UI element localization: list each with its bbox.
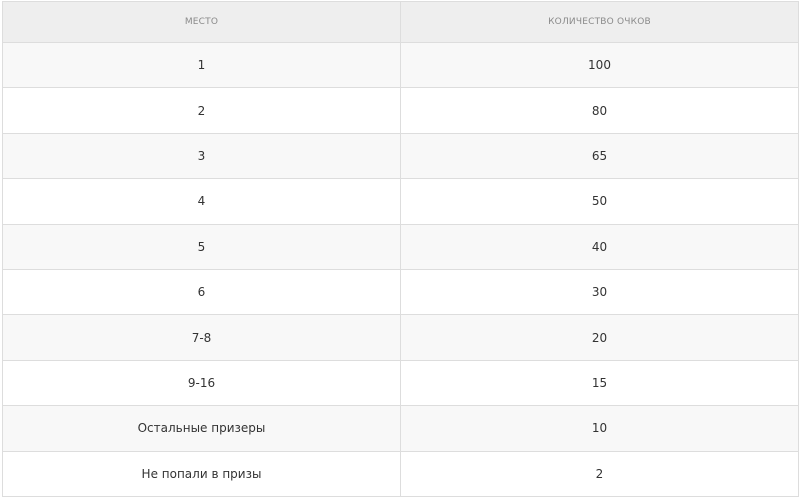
place-cell: 1 (2, 41, 401, 89)
points-cell: 80 (400, 87, 799, 134)
points-cell: 15 (400, 359, 799, 407)
table-header-row: Место Количество очков (2, 1, 799, 43)
place-cell: 6 (2, 268, 401, 316)
points-cell: 40 (400, 223, 799, 270)
place-cell: Остальные призеры (2, 405, 401, 452)
header-place: Место (2, 1, 401, 43)
place-cell: 5 (2, 223, 401, 270)
place-cell: 3 (2, 132, 401, 180)
header-points: Количество очков (400, 1, 799, 43)
points-cell: 30 (400, 268, 799, 316)
table-row: Остальные призеры 10 (2, 405, 799, 452)
table-row: 1 100 (2, 41, 799, 89)
place-cell: Не попали в призы (2, 450, 401, 497)
table-body: 1 100 2 80 3 65 4 50 5 40 6 30 7-8 20 9-16 15 Остальные … (2, 41, 799, 497)
table-row: Не попали в призы 2 (2, 450, 799, 497)
table-row: 2 80 (2, 87, 799, 134)
table-row: 6 30 (2, 268, 799, 316)
points-cell: 20 (400, 314, 799, 361)
table-row: 7-8 20 (2, 314, 799, 361)
place-cell: 9-16 (2, 359, 401, 407)
place-cell: 2 (2, 87, 401, 134)
points-cell: 100 (400, 41, 799, 89)
table-row: 4 50 (2, 178, 799, 225)
points-cell: 10 (400, 405, 799, 452)
place-cell: 4 (2, 178, 401, 225)
points-cell: 65 (400, 132, 799, 180)
points-cell: 50 (400, 178, 799, 225)
table-row: 9-16 15 (2, 359, 799, 407)
points-cell: 2 (400, 450, 799, 497)
table-row: 5 40 (2, 223, 799, 270)
place-cell: 7-8 (2, 314, 401, 361)
table-row: 3 65 (2, 132, 799, 180)
